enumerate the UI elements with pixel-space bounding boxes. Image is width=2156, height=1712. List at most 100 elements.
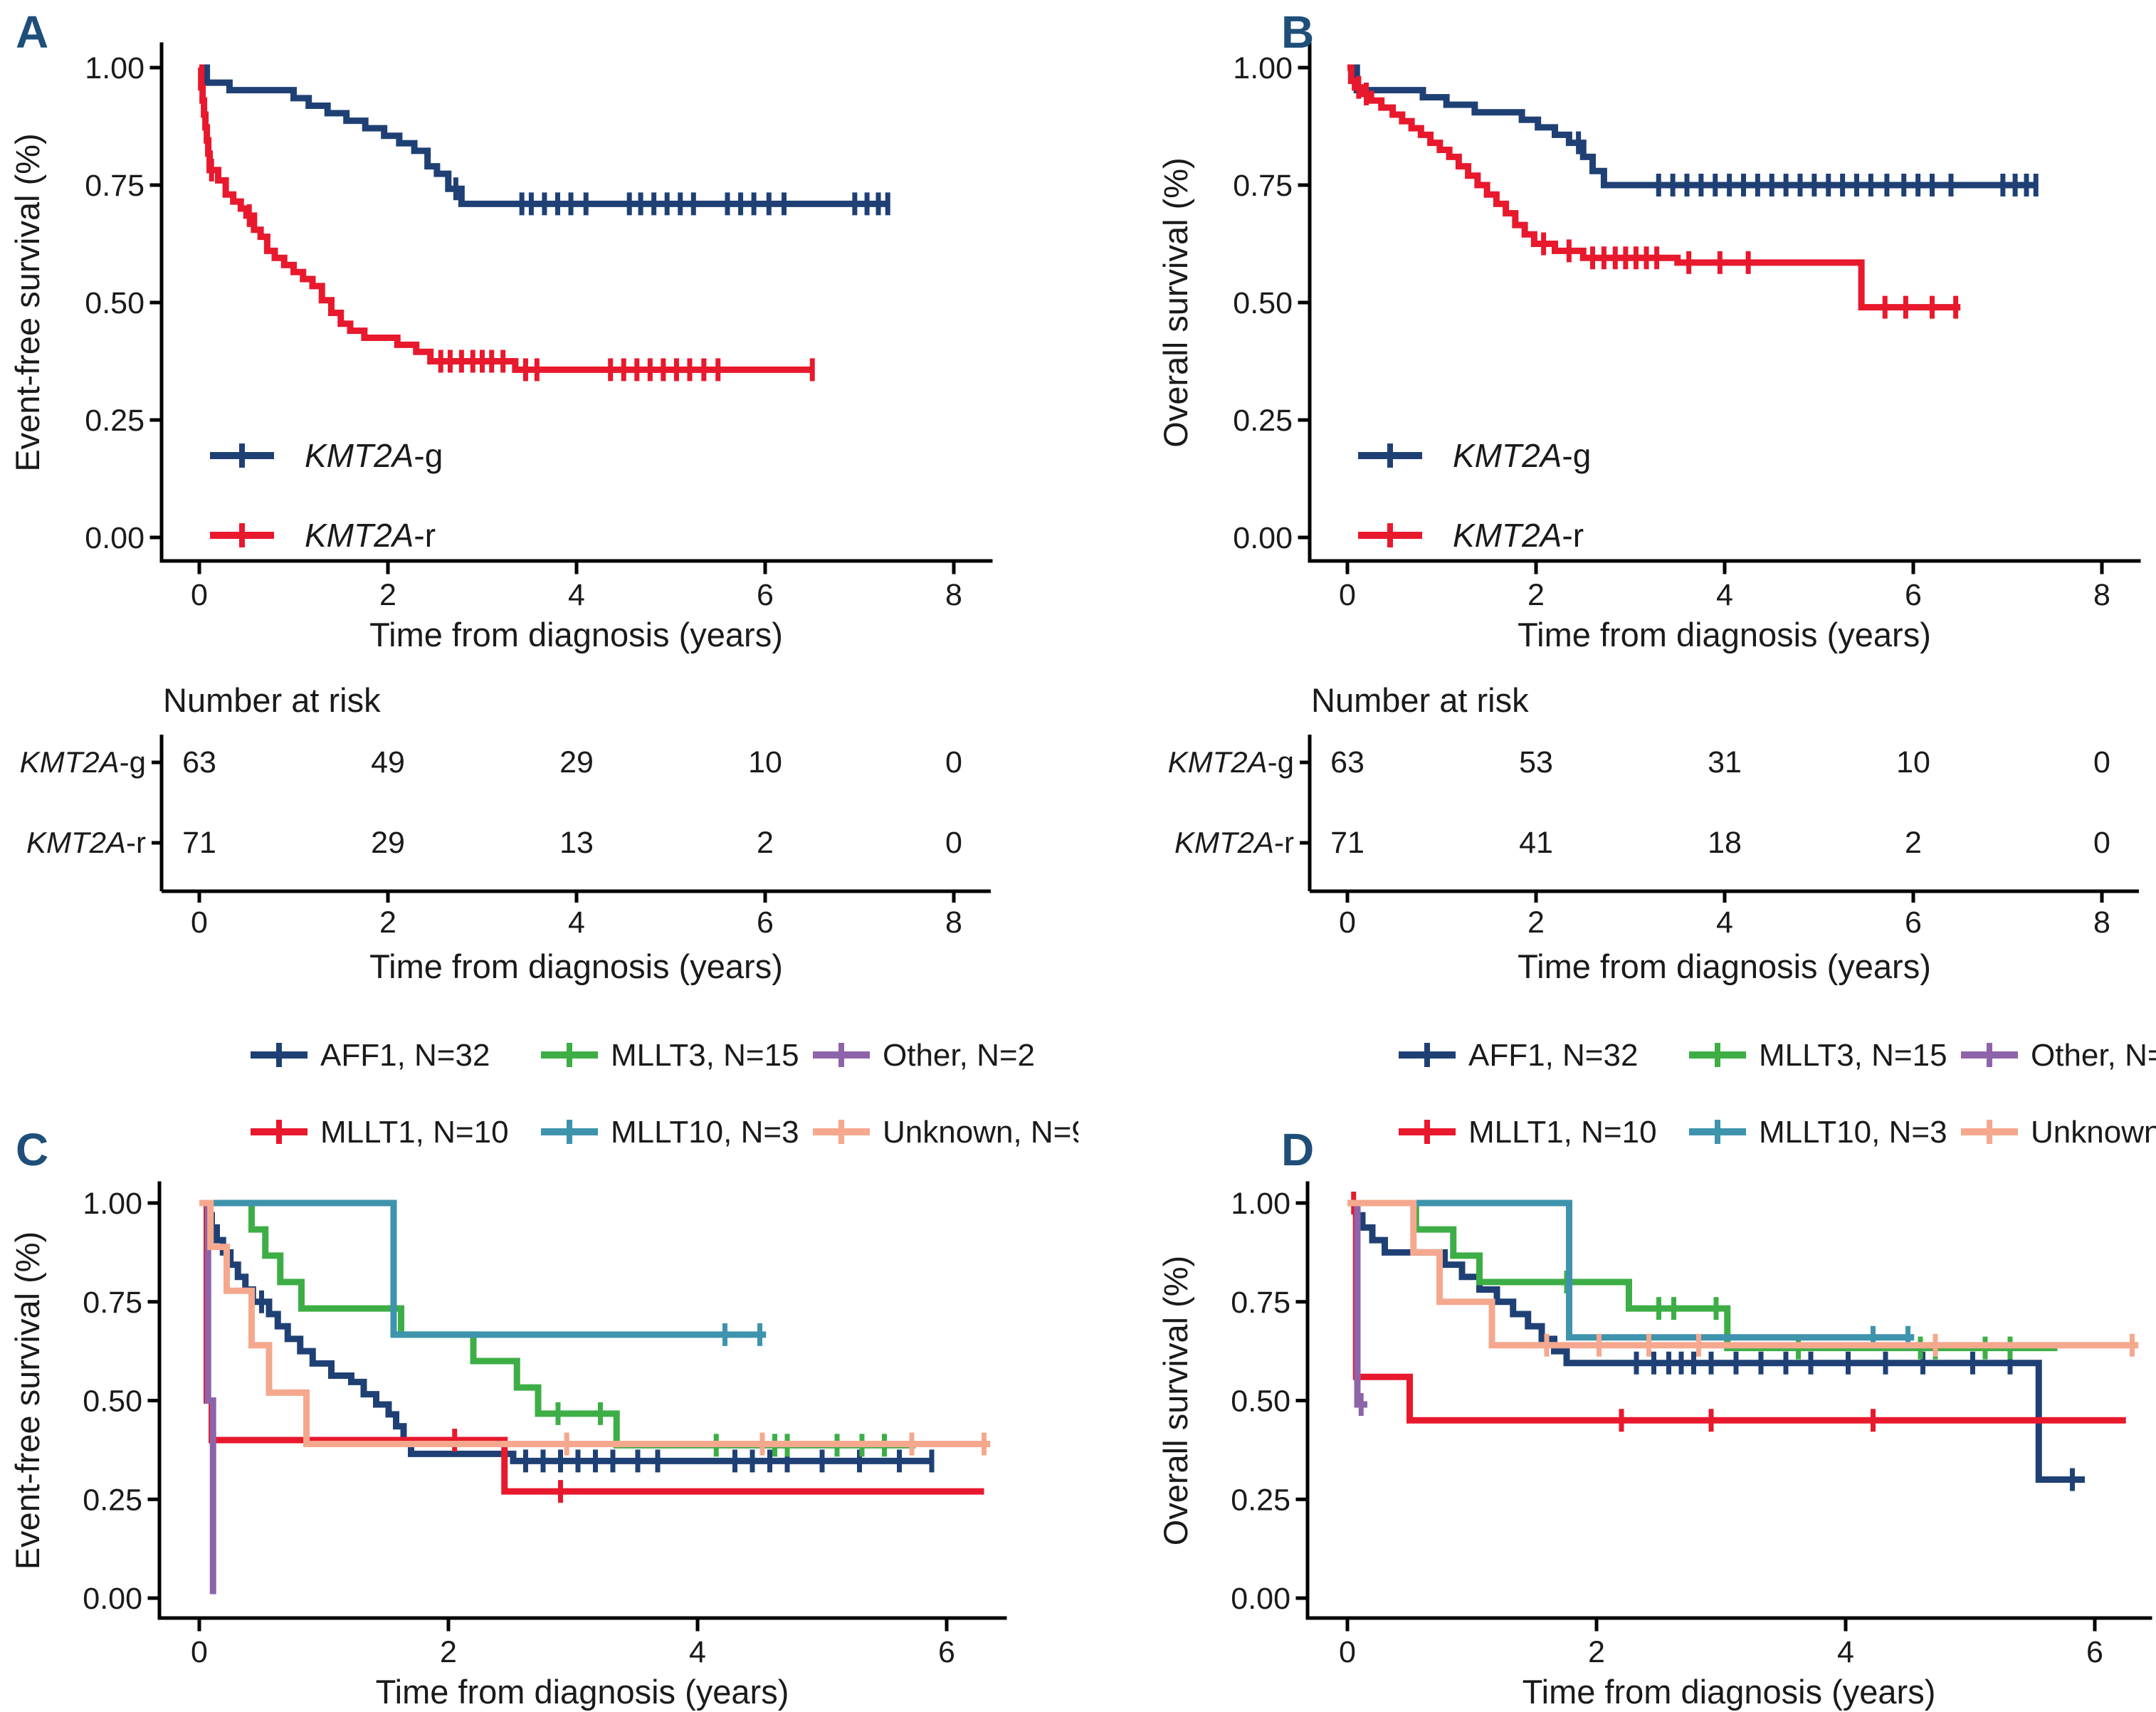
y-tick-label: 0.50 xyxy=(1233,286,1293,320)
risk-count: 31 xyxy=(1708,745,1742,779)
risk-count: 2 xyxy=(1905,826,1922,860)
axes-B xyxy=(1298,42,2141,574)
risk-count: 29 xyxy=(559,745,594,779)
km-curve-MLLT3 xyxy=(199,1199,916,1449)
y-tick-label: 0.25 xyxy=(1233,404,1293,438)
x-tick-label: 6 xyxy=(757,578,774,612)
x-tick-label: 2 xyxy=(1527,578,1545,612)
risk-count: 0 xyxy=(2093,745,2110,779)
y-tick-label: 0.75 xyxy=(1233,169,1293,203)
legend-label: Unknown, N=9 xyxy=(883,1115,1078,1150)
risk-row-label: KMT2A-r xyxy=(1174,826,1294,859)
legend-label: MLLT10, N=3 xyxy=(1759,1115,1947,1150)
x-tick-label: 0 xyxy=(1339,578,1356,612)
risk-x-tick-label: 4 xyxy=(568,905,585,940)
risk-count: 13 xyxy=(559,826,594,860)
risk-count: 71 xyxy=(182,826,216,860)
km-series-KMT2A-r xyxy=(1347,64,1961,319)
km-series-KMT2A-g xyxy=(1347,64,2039,196)
km-curve-MLLT3 xyxy=(1347,1199,2058,1352)
x-axis-title: Time from diagnosis (years) xyxy=(1523,1673,1936,1711)
y-tick-label: 0.25 xyxy=(1231,1483,1290,1517)
km-series-MLLT10 xyxy=(1347,1199,1915,1349)
km-curve-MLLT10 xyxy=(1347,1199,1915,1341)
x-tick-label: 0 xyxy=(191,1635,208,1669)
risk-count: 2 xyxy=(757,826,774,860)
risk-table-B: Number at risk KMT2A-g 63 53 31 10 0 KMT2A-r 71 4… xyxy=(1168,681,2139,985)
risk-row-label: KMT2A-r xyxy=(26,826,146,859)
y-tick-label: 0.75 xyxy=(83,1286,142,1320)
x-axis-title: Time from diagnosis (years) xyxy=(1518,616,1931,653)
risk-count: 0 xyxy=(2093,826,2110,860)
km-curve-KMT2A-r xyxy=(198,64,813,373)
y-tick-label: 0.25 xyxy=(85,404,144,438)
y-tick-label: 0.00 xyxy=(1231,1582,1290,1616)
axes-A xyxy=(149,42,993,574)
y-tick-label: 1.00 xyxy=(1231,1187,1290,1221)
legend-label: Other, N=2 xyxy=(2031,1038,2156,1073)
risk-row-label: KMT2A-g xyxy=(1168,745,1294,779)
risk-count: 10 xyxy=(748,745,782,779)
risk-count: 63 xyxy=(1330,745,1364,779)
panel-a: A 0.00 0.25 0.50 0.75 1.00 0 2 4 6 8 Time from dia… xyxy=(0,0,1078,997)
risk-count: 63 xyxy=(182,745,216,779)
risk-count: 53 xyxy=(1519,745,1553,779)
x-tick-label: 6 xyxy=(2086,1635,2103,1669)
risk-table-title: Number at risk xyxy=(163,681,381,719)
y-axis-title: Overall survival (%) xyxy=(1157,157,1194,447)
panel-c: C 0.00 0.25 0.50 0.75 1.00 0 2 4 6 Time from diag… xyxy=(0,997,1078,1712)
risk-x-tick-label: 2 xyxy=(1527,905,1545,940)
panel-a-letter: A xyxy=(16,6,49,58)
y-tick-label: 0.00 xyxy=(83,1582,142,1616)
risk-x-tick-label: 2 xyxy=(379,905,396,940)
risk-x-tick-label: 0 xyxy=(191,905,208,940)
panel-b: B 0.00 0.25 0.50 0.75 1.00 0 2 4 6 8 Time from dia… xyxy=(1078,0,2156,997)
axes-C xyxy=(147,1181,1007,1632)
risk-x-tick-label: 6 xyxy=(1905,905,1922,940)
x-tick-label: 2 xyxy=(1588,1635,1605,1669)
risk-x-tick-label: 8 xyxy=(2093,905,2110,940)
x-tick-label: 6 xyxy=(1905,578,1922,612)
risk-count: 0 xyxy=(945,745,962,779)
km-curve-MLLT10 xyxy=(199,1199,767,1338)
km-series-AFF1 xyxy=(1347,1199,2085,1491)
legend-label: KMT2A-r xyxy=(1453,517,1584,554)
risk-row-label: KMT2A-g xyxy=(20,745,146,779)
x-tick-label: 6 xyxy=(938,1635,955,1669)
risk-table-title: Number at risk xyxy=(1311,681,1529,719)
panel-d-letter: D xyxy=(1281,1124,1315,1175)
risk-x-tick-label: 0 xyxy=(1339,905,1356,940)
km-series-MLLT10 xyxy=(199,1199,767,1346)
risk-x-axis-title: Time from diagnosis (years) xyxy=(1518,947,1931,985)
km-curve-KMT2A-g xyxy=(1347,64,2036,189)
panel-b-chart: 0.00 0.25 0.50 0.75 1.00 0 2 4 6 8 Time from diagn… xyxy=(1157,42,2141,985)
km-series-Other xyxy=(199,1199,216,1595)
legend-label: MLLT3, N=15 xyxy=(1759,1038,1947,1073)
km-curve-KMT2A-g xyxy=(199,64,888,207)
risk-x-tick-label: 8 xyxy=(945,905,962,940)
legend-A: KMT2A-g KMT2A-r xyxy=(210,437,443,554)
legend-label: AFF1, N=32 xyxy=(1468,1038,1638,1073)
legend-label: AFF1, N=32 xyxy=(320,1038,490,1073)
panel-b-letter: B xyxy=(1281,6,1315,58)
y-tick-label: 1.00 xyxy=(85,51,144,85)
y-tick-label: 0.50 xyxy=(1231,1385,1290,1419)
y-tick-label: 0.25 xyxy=(83,1483,142,1517)
y-tick-label: 0.00 xyxy=(1233,521,1293,555)
legend-label: KMT2A-g xyxy=(1453,437,1591,474)
risk-x-axis-title: Time from diagnosis (years) xyxy=(369,947,783,985)
panel-d: D 0.00 0.25 0.50 0.75 1.00 0 2 4 6 Time from diag… xyxy=(1078,997,2156,1712)
y-tick-label: 0.00 xyxy=(85,521,144,555)
x-tick-label: 8 xyxy=(945,578,962,612)
km-series-Unknown xyxy=(1347,1199,2139,1357)
km-series-Unknown xyxy=(199,1199,991,1456)
x-tick-label: 4 xyxy=(1716,578,1733,612)
y-axis-title: Event-free survival (%) xyxy=(9,133,46,471)
risk-count: 10 xyxy=(1896,745,1930,779)
y-tick-label: 1.00 xyxy=(1233,51,1293,85)
x-tick-label: 8 xyxy=(2093,578,2110,612)
km-series-KMT2A-g xyxy=(199,64,890,216)
y-tick-label: 1.00 xyxy=(83,1187,142,1221)
x-tick-label: 4 xyxy=(568,578,585,612)
